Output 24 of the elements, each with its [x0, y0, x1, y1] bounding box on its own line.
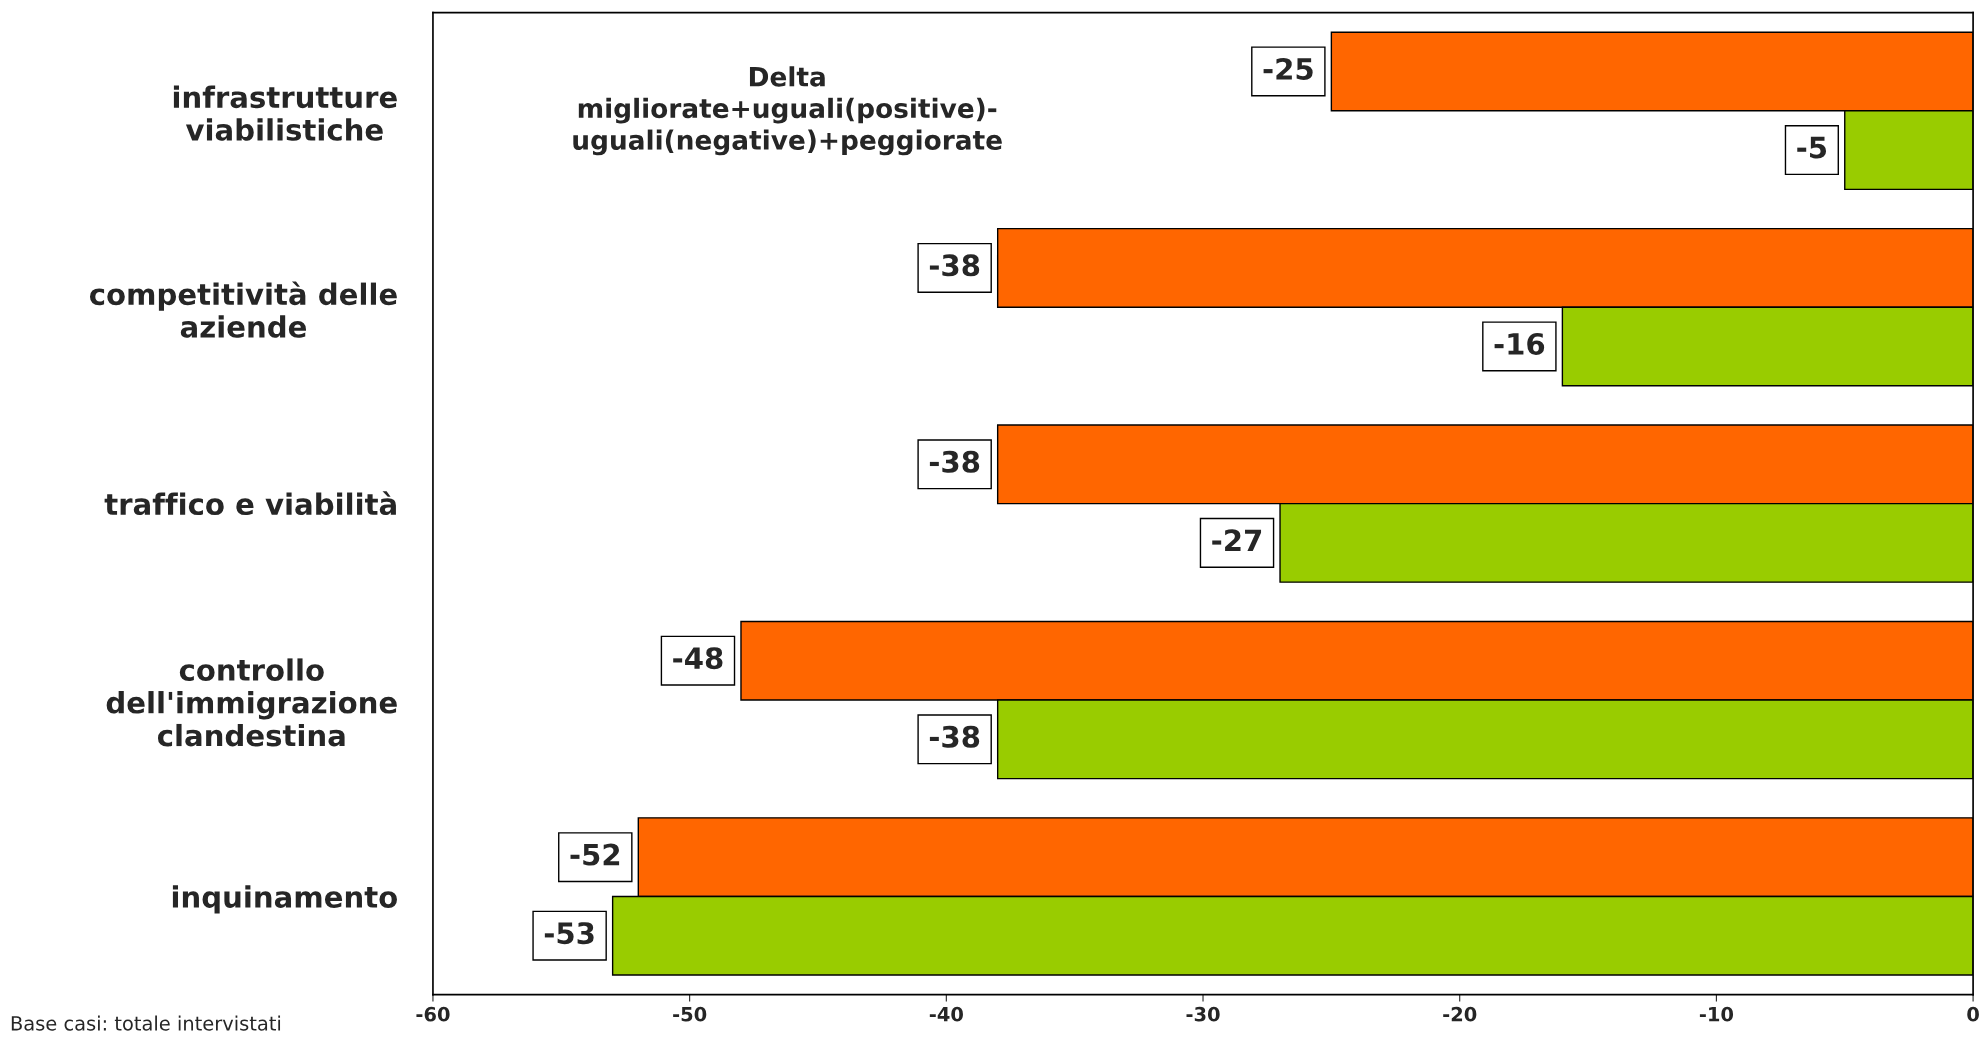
data-label: -16	[1494, 332, 1545, 355]
data-label: -38	[929, 450, 980, 473]
x-tick-label: -50	[673, 1006, 707, 1022]
data-label: -53	[544, 922, 594, 945]
data-label: -52	[570, 843, 620, 866]
x-tick-label: -10	[1699, 1006, 1734, 1022]
y-tick-label: infrastrutture viabilistiche	[173, 85, 397, 141]
x-tick-label: -40	[929, 1006, 963, 1022]
y-tick-label: competitività delle aziende	[89, 281, 397, 338]
y-tick-label: traffico e viabilità	[104, 491, 396, 516]
data-label: -38	[929, 254, 980, 277]
data-label: -38	[929, 725, 980, 748]
x-tick-label: -30	[1186, 1006, 1220, 1022]
y-tick-label: inquinamento	[172, 885, 397, 914]
data-label: -27	[1212, 529, 1262, 551]
x-tick-label: 0	[1967, 1006, 1979, 1022]
text: Base casi: totale intervistati	[11, 1015, 281, 1031]
x-tick-label: -60	[416, 1006, 450, 1022]
data-label: -48	[673, 647, 723, 670]
data-label: -5	[1797, 136, 1827, 159]
data-label: -25	[1263, 57, 1313, 80]
y-tick-label: controllo dell'immigrazione clandestina	[106, 658, 397, 747]
annotation: Delta migliorate+uguali(positive)- uguali(negative)+peggiorate	[573, 66, 1002, 156]
x-tick-label: -20	[1443, 1006, 1477, 1022]
